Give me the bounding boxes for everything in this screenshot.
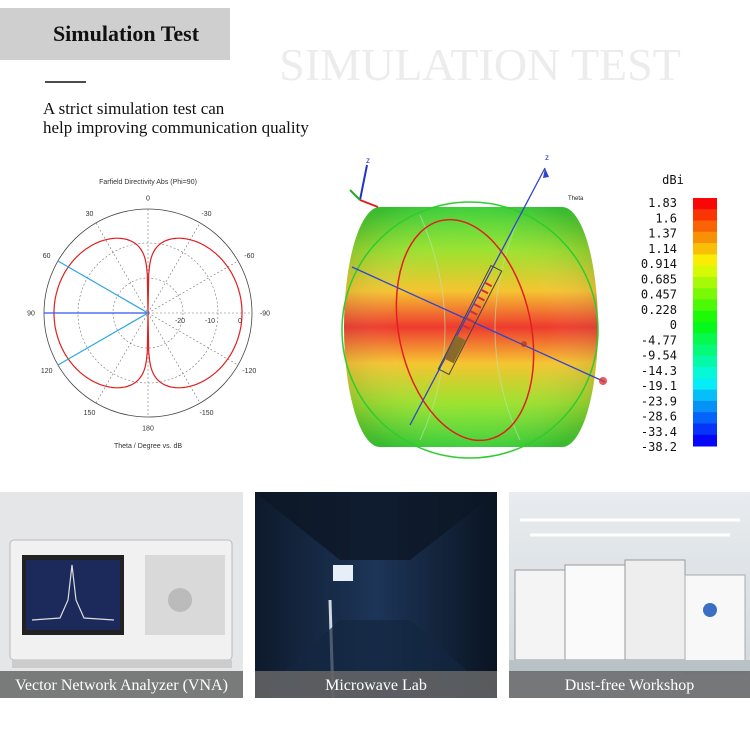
color-band — [693, 220, 717, 233]
theta-ring — [395, 218, 535, 442]
color-band — [693, 378, 717, 391]
color-band — [693, 400, 717, 413]
color-band — [693, 322, 717, 334]
color-band — [693, 231, 717, 244]
polar-axis-label: Theta / Degree vs. dB — [114, 443, 182, 450]
colorbar-label: -38.2 — [641, 440, 677, 454]
caption-bar — [0, 671, 243, 698]
color-band — [693, 389, 717, 402]
angle-label: 150 — [84, 410, 96, 417]
radiation-shade — [344, 207, 598, 447]
color-band — [693, 243, 717, 255]
colorbar-label: 0.685 — [641, 272, 677, 286]
colorbar-label: 1.6 — [655, 211, 677, 225]
colorbar-unit: dBi — [662, 173, 684, 187]
intro-line: A strict simulation test can — [43, 99, 225, 118]
colorbar-label: 1.14 — [648, 242, 677, 256]
beam-line — [57, 312, 149, 366]
photo-lab — [255, 492, 497, 699]
axis-label: z — [545, 153, 549, 162]
angle-label: 90 — [27, 311, 35, 318]
color-band — [693, 209, 717, 222]
phi-axis — [351, 266, 606, 383]
angle-label: -60 — [244, 253, 254, 260]
polar-title: Farfield Directivity Abs (Phi=90) — [99, 179, 197, 186]
colorbar-label: 0.228 — [641, 303, 677, 317]
colorbar-label: -9.54 — [641, 349, 677, 363]
triad-y — [349, 189, 361, 201]
colorbar-label: -4.77 — [641, 333, 677, 347]
colorbar-label: 1.37 — [648, 227, 677, 241]
colorbar-label: -14.3 — [641, 364, 677, 378]
radial-label: -20 — [175, 318, 185, 325]
pattern-3d: z z Theta — [341, 153, 607, 459]
angle-label: -150 — [199, 410, 213, 417]
angle-label: 120 — [41, 368, 53, 375]
angle-label: -30 — [201, 211, 211, 218]
watermark: SIMULATION TEST — [279, 39, 681, 90]
colorbar-label: 0 — [670, 318, 677, 332]
color-band — [693, 434, 717, 447]
caption-bar — [509, 671, 750, 698]
colorbar-label: 0.457 — [641, 288, 677, 302]
axis-dot — [521, 341, 527, 347]
triad-z — [359, 164, 368, 201]
color-band — [693, 344, 717, 357]
color-band — [693, 299, 717, 312]
intro-line: help improving communication quality — [43, 118, 309, 137]
colorbar-label: -33.4 — [641, 425, 677, 439]
colorbar-label: -23.9 — [641, 394, 677, 408]
colorbar-label: -19.1 — [641, 379, 677, 393]
angle-label: -90 — [260, 311, 270, 318]
angle-label: 0 — [146, 196, 150, 203]
colorbar-label: 0.914 — [641, 257, 677, 271]
title: Simulation Test — [53, 21, 200, 46]
angle-label: 60 — [43, 253, 51, 260]
colorbar-label: -28.6 — [641, 410, 677, 424]
title-box — [0, 8, 230, 60]
caption-bar — [255, 671, 497, 698]
beam-line — [57, 260, 149, 314]
photo-caption: Vector Network Analyzer (VNA) — [15, 677, 228, 694]
color-band — [693, 265, 717, 278]
color-band — [693, 254, 717, 267]
photo-vna — [0, 492, 243, 698]
color-band — [693, 288, 717, 300]
photo-workshop — [509, 492, 750, 698]
triad-x — [359, 199, 379, 208]
antenna — [437, 264, 503, 376]
radial-label: -10 — [205, 318, 215, 325]
color-band — [693, 412, 717, 424]
sphere-outline — [341, 201, 599, 459]
arrow — [543, 168, 549, 178]
photo-caption: Microwave Lab — [325, 677, 427, 694]
photo-caption: Dust-free Workshop — [565, 677, 695, 694]
color-band — [693, 333, 717, 346]
angle-label: 180 — [142, 426, 154, 433]
color-band — [693, 355, 717, 368]
color-band — [693, 367, 717, 379]
color-band — [693, 310, 717, 323]
axis-dot — [599, 377, 607, 385]
polar-plot: Farfield Directivity Abs (Phi=90) Theta … — [27, 179, 270, 450]
color-band — [693, 276, 717, 289]
radial-label: 0 — [238, 318, 242, 325]
axis-label: z — [366, 156, 370, 165]
axis-label: Theta — [568, 196, 584, 202]
color-band — [693, 198, 717, 210]
color-band — [693, 423, 717, 436]
angle-label: -120 — [242, 368, 256, 375]
colorbar-label: 1.83 — [648, 196, 677, 210]
captions: Vector Network Analyzer (VNA) Microwave L… — [0, 671, 750, 698]
angle-label: 30 — [86, 211, 94, 218]
